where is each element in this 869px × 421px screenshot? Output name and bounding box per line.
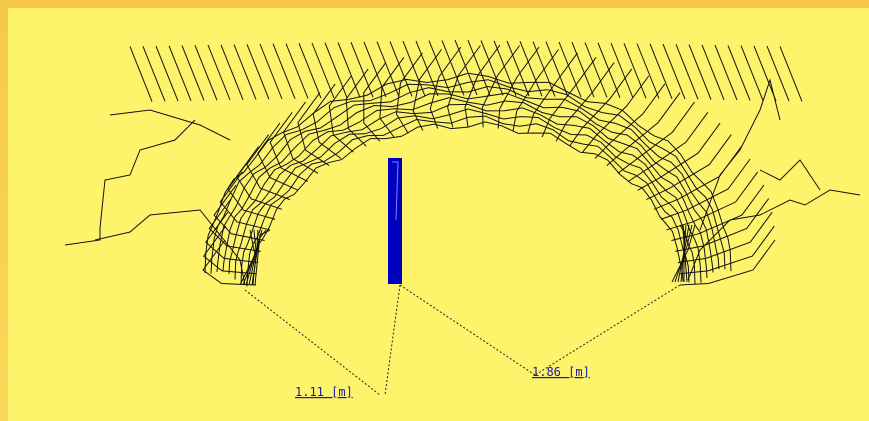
- screen: 1.11 [m] 1.86 [m]: [0, 0, 869, 421]
- wireframe-view: 1.11 [m] 1.86 [m]: [8, 8, 869, 421]
- blue-column: [388, 158, 402, 284]
- measurement-label: 1.86 [m]: [532, 365, 590, 379]
- background: [8, 8, 869, 421]
- measurement-label: 1.11 [m]: [295, 385, 353, 399]
